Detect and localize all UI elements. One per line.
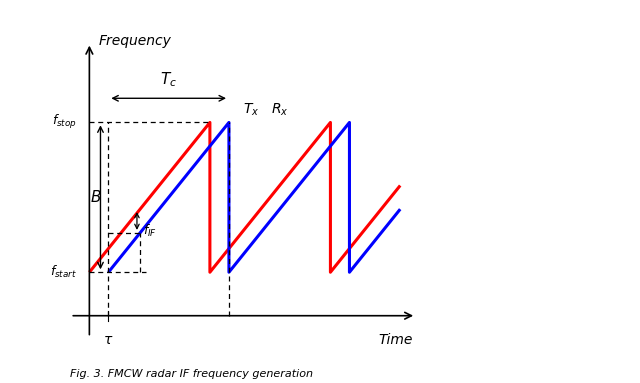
Text: $f_{stop}$: $f_{stop}$ [52,113,77,131]
Text: $f_{start}$: $f_{start}$ [50,264,77,280]
Text: Time: Time [378,332,413,347]
Text: $f_{IF}$: $f_{IF}$ [143,223,157,239]
Text: B: B [91,190,102,205]
Text: $T_x$: $T_x$ [243,101,259,118]
Text: $\tau$: $\tau$ [103,332,114,347]
Text: Frequency: Frequency [99,34,172,47]
Text: Fig. 3. FMCW radar IF frequency generation: Fig. 3. FMCW radar IF frequency generati… [70,369,314,379]
Text: $T_c$: $T_c$ [160,70,177,88]
Text: $R_x$: $R_x$ [271,101,289,118]
